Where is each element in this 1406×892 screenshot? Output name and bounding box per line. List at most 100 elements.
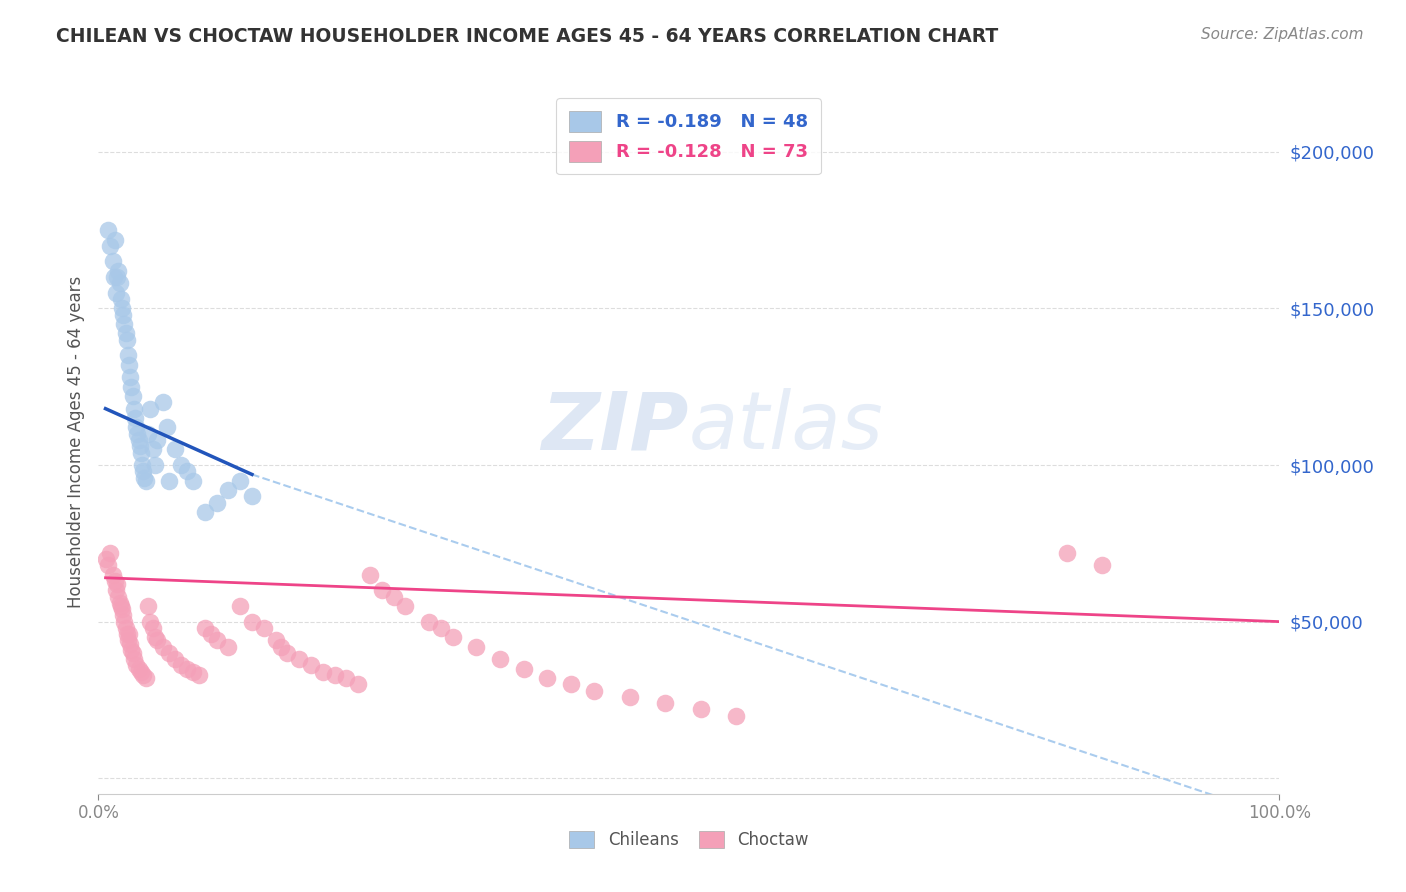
Point: [108, 277, 131, 291]
Point: [146, 433, 169, 447]
Point: [347, 677, 370, 691]
Point: [512, 662, 534, 676]
Point: [107, 590, 129, 604]
Point: [112, 615, 135, 629]
Point: [114, 326, 136, 341]
Point: [125, 658, 148, 673]
Point: [111, 602, 134, 616]
Point: [299, 658, 322, 673]
Point: [654, 696, 676, 710]
Point: [143, 458, 166, 472]
Point: [132, 668, 155, 682]
Text: CHILEAN VS CHOCTAW HOUSEHOLDER INCOME AGES 45 - 64 YEARS CORRELATION CHART: CHILEAN VS CHOCTAW HOUSEHOLDER INCOME AG…: [56, 27, 998, 45]
Point: [205, 633, 228, 648]
Point: [194, 505, 217, 519]
Point: [120, 636, 142, 650]
Point: [142, 621, 165, 635]
Point: [382, 590, 405, 604]
Point: [187, 668, 209, 682]
Point: [128, 439, 150, 453]
Point: [583, 683, 606, 698]
Point: [536, 671, 558, 685]
Point: [115, 627, 138, 641]
Point: [121, 389, 143, 403]
Point: [98, 239, 121, 253]
Point: [229, 599, 252, 613]
Legend: Chileans, Choctaw: Chileans, Choctaw: [562, 824, 815, 856]
Point: [108, 596, 131, 610]
Point: [101, 567, 124, 582]
Point: [217, 640, 239, 654]
Point: [689, 702, 711, 716]
Point: [129, 445, 152, 459]
Point: [97, 223, 120, 237]
Point: [120, 370, 142, 384]
Point: [110, 599, 132, 613]
Point: [217, 483, 239, 497]
Point: [118, 358, 141, 372]
Point: [441, 630, 464, 644]
Point: [124, 411, 146, 425]
Point: [110, 292, 132, 306]
Y-axis label: Householder Income Ages 45 - 64 years: Householder Income Ages 45 - 64 years: [66, 276, 84, 607]
Point: [418, 615, 440, 629]
Point: [128, 433, 150, 447]
Point: [430, 621, 453, 635]
Point: [288, 652, 311, 666]
Point: [240, 489, 263, 503]
Point: [134, 470, 156, 484]
Point: [371, 583, 394, 598]
Point: [105, 583, 128, 598]
Text: atlas: atlas: [689, 388, 884, 467]
Point: [111, 301, 134, 316]
Point: [152, 640, 174, 654]
Point: [157, 474, 180, 488]
Point: [121, 380, 143, 394]
Point: [276, 646, 298, 660]
Point: [181, 665, 204, 679]
Point: [176, 662, 198, 676]
Point: [105, 285, 128, 300]
Point: [135, 671, 157, 685]
Point: [335, 671, 357, 685]
Point: [105, 577, 128, 591]
Point: [139, 615, 162, 629]
Point: [205, 495, 228, 509]
Point: [489, 652, 512, 666]
Point: [156, 420, 179, 434]
Point: [122, 401, 145, 416]
Point: [465, 640, 488, 654]
Point: [170, 658, 193, 673]
Point: [143, 630, 166, 644]
Point: [170, 458, 193, 472]
Point: [125, 420, 148, 434]
Point: [132, 464, 155, 478]
Point: [117, 633, 139, 648]
Point: [312, 665, 335, 679]
Point: [107, 264, 129, 278]
Point: [142, 442, 165, 457]
Point: [118, 627, 141, 641]
Point: [165, 442, 187, 457]
Point: [112, 308, 135, 322]
Point: [101, 254, 124, 268]
Point: [117, 348, 139, 362]
Point: [135, 474, 157, 488]
Point: [264, 633, 287, 648]
Point: [104, 233, 127, 247]
Point: [152, 395, 174, 409]
Text: Source: ZipAtlas.com: Source: ZipAtlas.com: [1201, 27, 1364, 42]
Point: [103, 270, 125, 285]
Point: [165, 652, 187, 666]
Point: [270, 640, 292, 654]
Point: [157, 646, 180, 660]
Point: [146, 633, 169, 648]
Point: [176, 464, 198, 478]
Point: [131, 458, 153, 472]
Point: [1056, 546, 1078, 560]
Point: [121, 642, 143, 657]
Point: [229, 474, 252, 488]
Point: [619, 690, 641, 704]
Point: [112, 608, 135, 623]
Point: [323, 668, 346, 682]
